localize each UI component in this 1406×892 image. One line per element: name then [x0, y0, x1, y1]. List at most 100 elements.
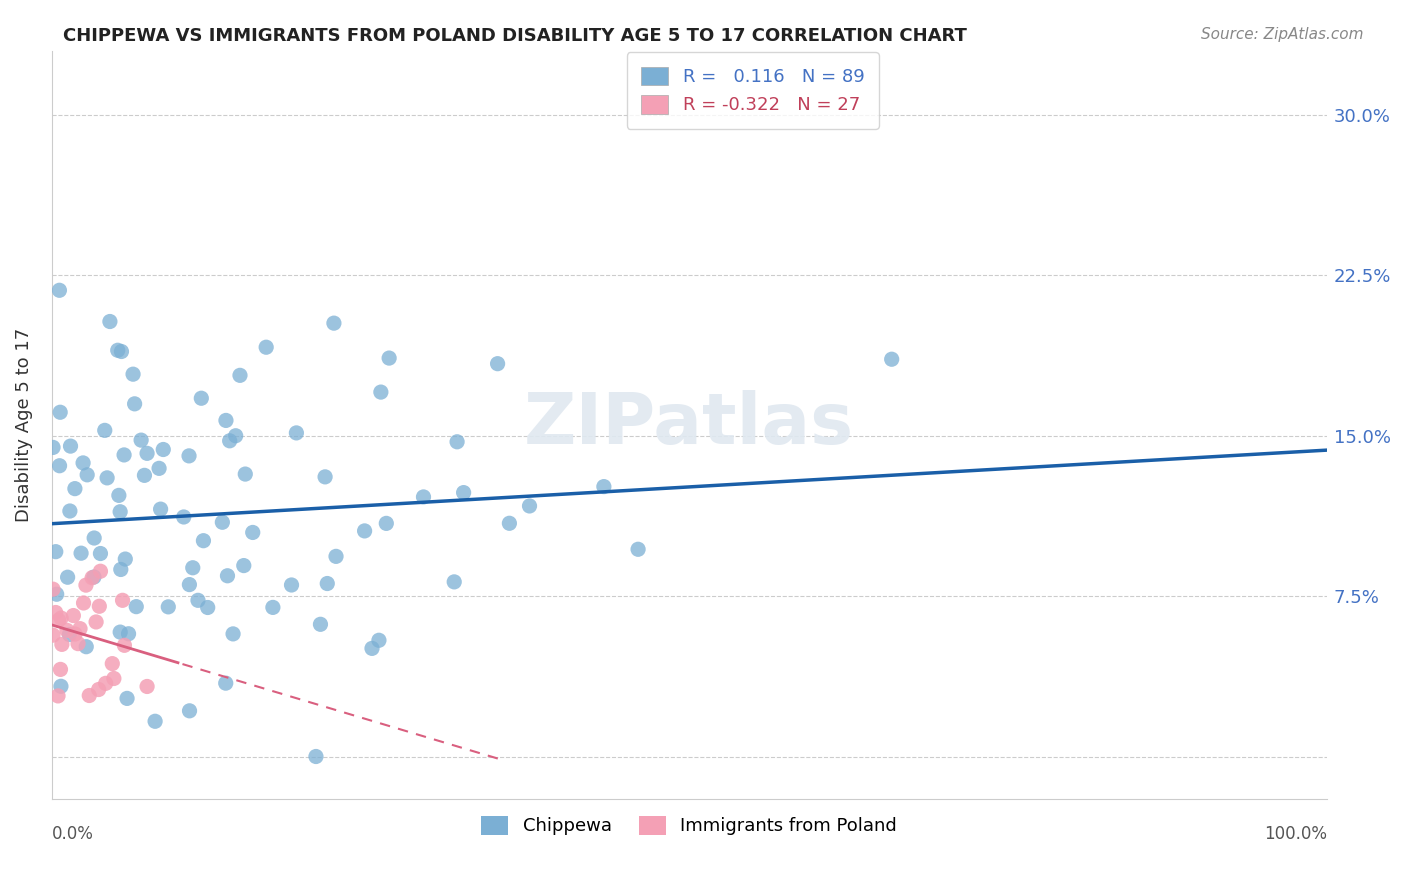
- Chippewa: [75, 640, 97, 654]
- Chippewa: [370, 385, 392, 400]
- Chippewa: [42, 441, 65, 455]
- Immigrants from Poland: [49, 611, 72, 625]
- Chippewa: [179, 704, 201, 718]
- Immigrants from Poland: [103, 672, 125, 686]
- Chippewa: [96, 471, 118, 485]
- Immigrants from Poland: [42, 582, 65, 597]
- Immigrants from Poland: [101, 657, 124, 671]
- Chippewa: [197, 600, 219, 615]
- Immigrants from Poland: [136, 680, 159, 694]
- Chippewa: [112, 448, 135, 462]
- Chippewa: [190, 391, 212, 405]
- Chippewa: [108, 625, 131, 640]
- Immigrants from Poland: [46, 689, 69, 703]
- Immigrants from Poland: [82, 571, 104, 585]
- Chippewa: [45, 544, 67, 558]
- Chippewa: [412, 490, 434, 504]
- Chippewa: [378, 351, 401, 365]
- Chippewa: [225, 429, 247, 443]
- Chippewa: [181, 561, 204, 575]
- Text: CHIPPEWA VS IMMIGRANTS FROM POLAND DISABILITY AGE 5 TO 17 CORRELATION CHART: CHIPPEWA VS IMMIGRANTS FROM POLAND DISAB…: [63, 27, 967, 45]
- Chippewa: [187, 593, 209, 607]
- Chippewa: [280, 578, 302, 592]
- Chippewa: [59, 439, 82, 453]
- Chippewa: [117, 626, 139, 640]
- Chippewa: [217, 568, 239, 582]
- Chippewa: [193, 533, 215, 548]
- Chippewa: [218, 434, 240, 448]
- Chippewa: [353, 524, 375, 538]
- Chippewa: [325, 549, 347, 564]
- Chippewa: [108, 488, 131, 502]
- Chippewa: [880, 352, 903, 367]
- Chippewa: [152, 442, 174, 457]
- Chippewa: [157, 599, 180, 614]
- Chippewa: [305, 749, 328, 764]
- Chippewa: [94, 423, 117, 437]
- Immigrants from Poland: [49, 662, 72, 676]
- Immigrants from Poland: [87, 682, 110, 697]
- Chippewa: [48, 283, 70, 297]
- Chippewa: [63, 482, 86, 496]
- Chippewa: [45, 587, 67, 601]
- Chippewa: [215, 676, 238, 690]
- Chippewa: [232, 558, 254, 573]
- Immigrants from Poland: [67, 637, 90, 651]
- Immigrants from Poland: [51, 637, 73, 651]
- Chippewa: [49, 405, 72, 419]
- Chippewa: [59, 504, 82, 518]
- Chippewa: [446, 434, 468, 449]
- Immigrants from Poland: [63, 627, 86, 641]
- Immigrants from Poland: [89, 564, 111, 578]
- Chippewa: [222, 627, 245, 641]
- Chippewa: [519, 499, 541, 513]
- Chippewa: [285, 425, 308, 440]
- Chippewa: [148, 461, 170, 475]
- Chippewa: [70, 546, 93, 560]
- Chippewa: [56, 570, 79, 584]
- Text: Source: ZipAtlas.com: Source: ZipAtlas.com: [1201, 27, 1364, 42]
- Immigrants from Poland: [62, 608, 84, 623]
- Immigrants from Poland: [69, 622, 91, 636]
- Immigrants from Poland: [77, 689, 100, 703]
- Chippewa: [108, 505, 131, 519]
- Chippewa: [173, 510, 195, 524]
- Chippewa: [316, 576, 339, 591]
- Chippewa: [58, 627, 80, 641]
- Chippewa: [486, 357, 509, 371]
- Chippewa: [134, 468, 156, 483]
- Chippewa: [179, 577, 201, 591]
- Chippewa: [149, 502, 172, 516]
- Immigrants from Poland: [111, 593, 134, 607]
- Chippewa: [254, 340, 277, 354]
- Chippewa: [72, 456, 94, 470]
- Chippewa: [98, 314, 121, 328]
- Chippewa: [229, 368, 252, 383]
- Chippewa: [143, 714, 166, 729]
- Immigrants from Poland: [72, 596, 94, 610]
- Immigrants from Poland: [42, 628, 65, 642]
- Text: ZIPatlas: ZIPatlas: [524, 391, 855, 459]
- Chippewa: [453, 485, 475, 500]
- Chippewa: [211, 515, 233, 529]
- Chippewa: [83, 570, 105, 584]
- Chippewa: [114, 552, 136, 566]
- Chippewa: [322, 316, 344, 330]
- Text: 100.0%: 100.0%: [1264, 825, 1327, 844]
- Chippewa: [314, 470, 336, 484]
- Chippewa: [368, 633, 391, 648]
- Chippewa: [136, 446, 159, 460]
- Chippewa: [443, 574, 465, 589]
- Chippewa: [89, 547, 111, 561]
- Chippewa: [215, 413, 238, 427]
- Chippewa: [124, 397, 146, 411]
- Y-axis label: Disability Age 5 to 17: Disability Age 5 to 17: [15, 328, 32, 522]
- Chippewa: [115, 691, 138, 706]
- Immigrants from Poland: [94, 676, 117, 690]
- Immigrants from Poland: [89, 599, 111, 614]
- Chippewa: [627, 542, 650, 557]
- Chippewa: [177, 449, 200, 463]
- Chippewa: [233, 467, 256, 481]
- Chippewa: [49, 679, 72, 693]
- Immigrants from Poland: [45, 606, 67, 620]
